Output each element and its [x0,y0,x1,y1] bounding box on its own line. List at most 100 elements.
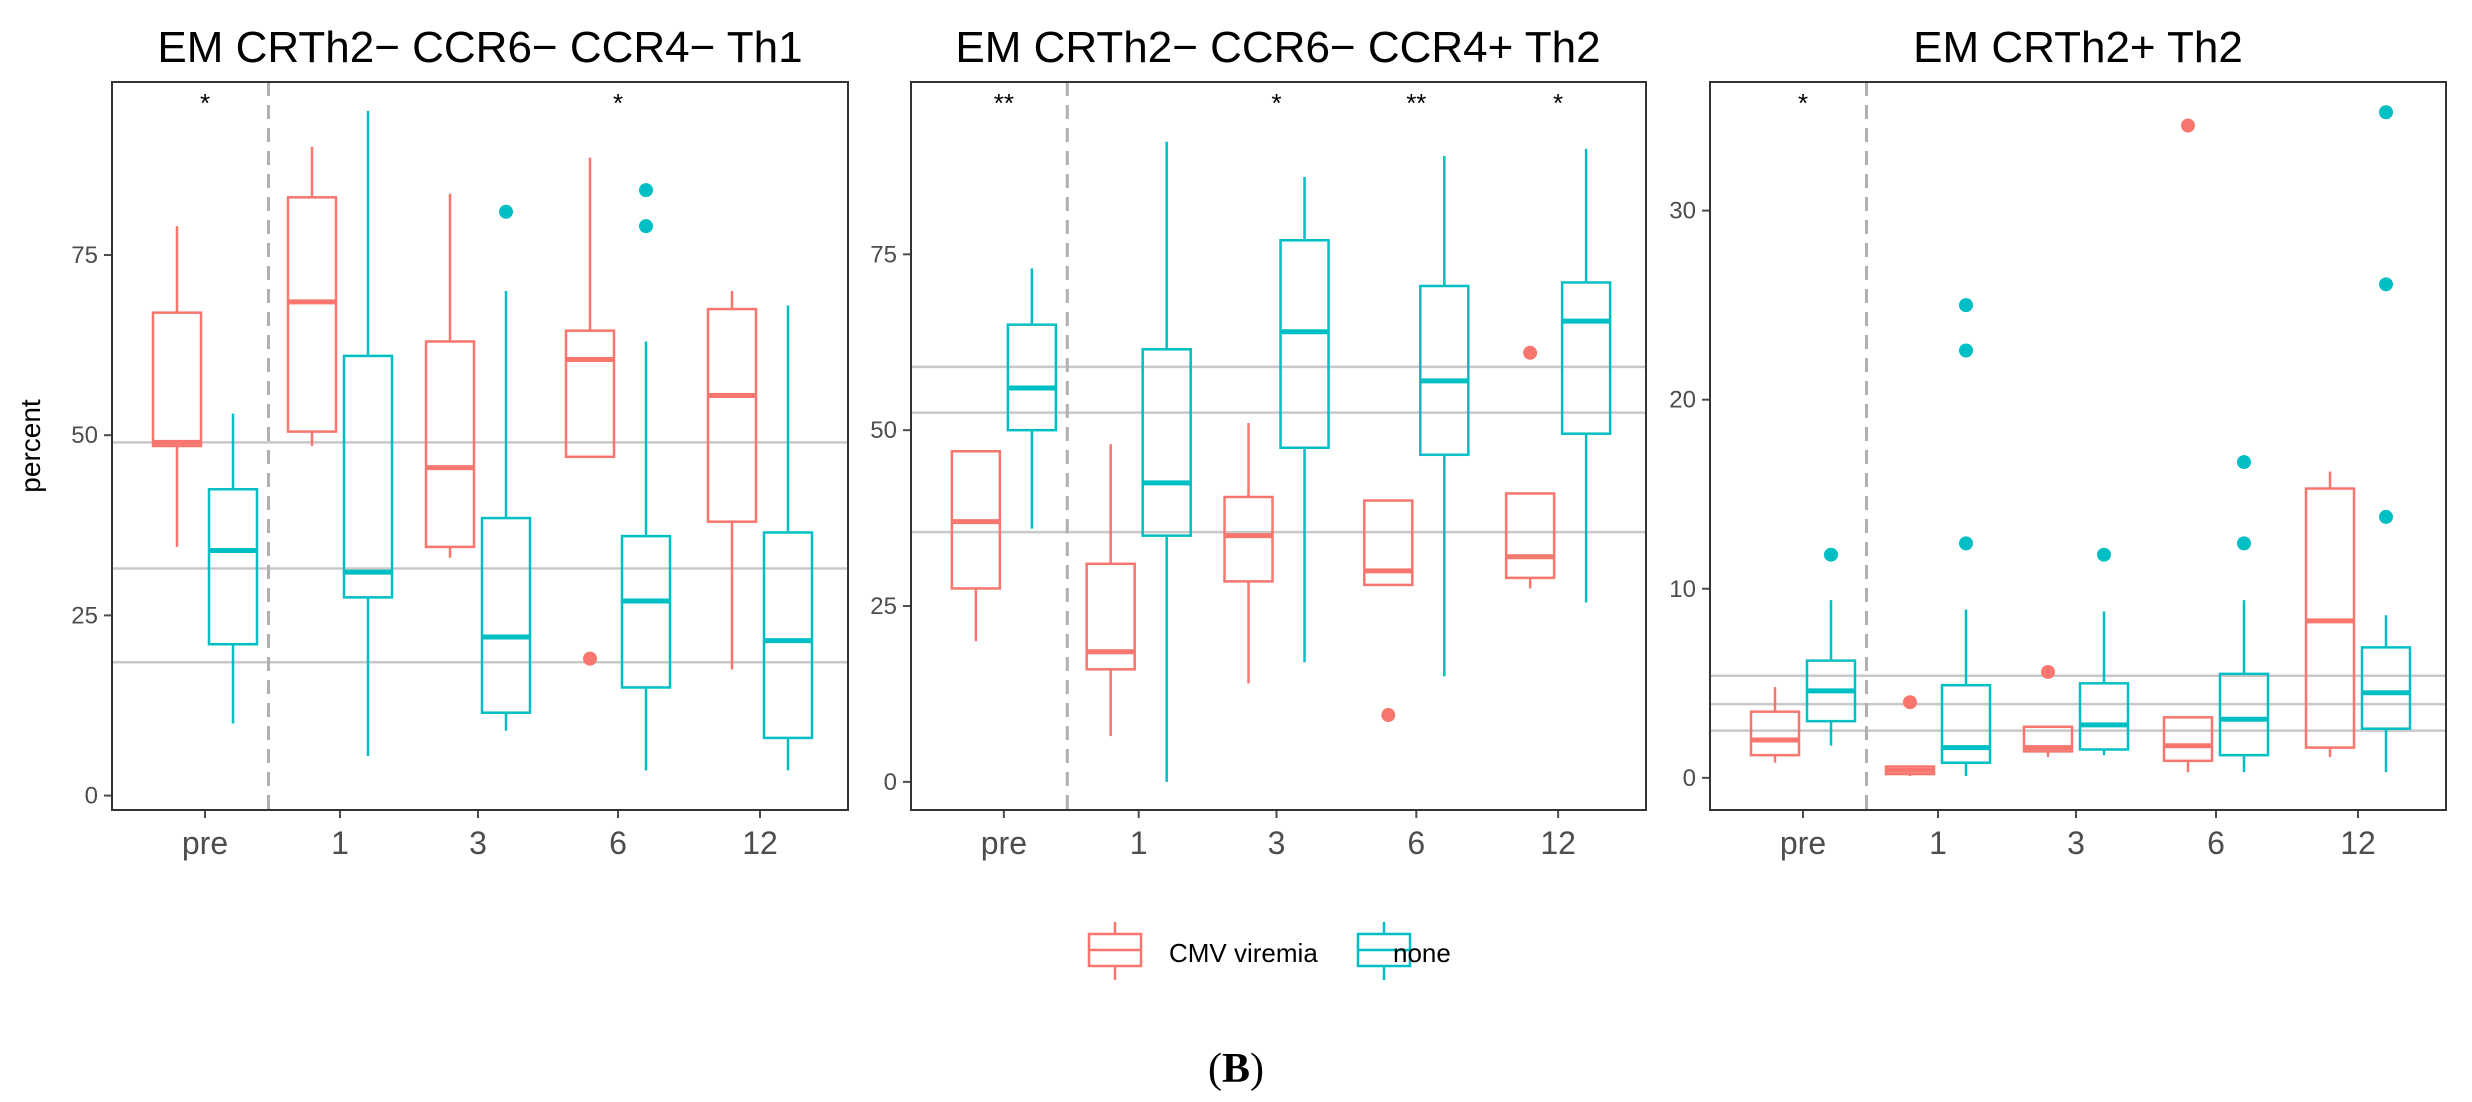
box-body [342,354,394,599]
outlier-point [1959,298,1973,313]
significance-label: ** [994,88,1014,118]
x-tick-label: 3 [1268,825,1286,861]
box-body [207,487,259,646]
box-cmv-viremia-12 [1504,345,1556,589]
box-body [620,534,672,689]
box-body [706,307,758,523]
significance-label: * [1553,88,1563,118]
outlier-point [2181,118,2195,133]
legend-key-cmv-viremia [1087,922,1143,980]
y-tick-label: 20 [1669,387,1696,414]
outlier-point [2379,509,2393,524]
box-none-12 [1560,148,1612,603]
y-tick-label: 30 [1669,198,1696,225]
panel-border [1709,81,2447,811]
panel-title: EM CRTh2− CCR6− CCR4− Th1 [157,23,802,72]
outlier-point [499,204,513,219]
box-none-1 [1940,298,1992,776]
box-cmv-viremia-3 [424,193,476,558]
box-none-1 [342,110,394,756]
box-body [1141,348,1192,537]
significance-label: * [200,88,210,118]
box-cmv-viremia-6 [2162,118,2214,773]
y-axis-label: percent [15,399,46,493]
x-tick-label: 6 [1407,825,1425,861]
y-tick-label: 50 [870,417,897,444]
significance-label: * [1271,88,1281,118]
box-cmv-viremia-1 [1085,444,1136,737]
x-tick-label: 12 [2340,825,2376,861]
box-body [2360,646,2412,730]
y-tick-label: 75 [71,242,98,269]
x-tick-label: 12 [742,825,778,861]
box-cmv-viremia-pre [950,450,1002,642]
box-body [1223,495,1274,583]
caption-label: B [1222,1046,1250,1092]
panel-1: EM CRTh2− CCR6− CCR4− Th1 0 25 50 75 pre 1 3 6 12… [15,23,849,861]
y-tick-label: 25 [870,593,897,620]
caption-close: ) [1250,1046,1264,1092]
box-body [2162,716,2214,763]
outlier-point [639,183,653,198]
y-tick-label: 10 [1669,576,1696,603]
y-tick-label: 50 [71,422,98,449]
x-tick-label: pre [1780,825,1826,861]
box-body [151,311,203,448]
box-body [2218,672,2270,757]
x-tick-label: pre [182,825,228,861]
figure-caption: (B) [1208,1046,1264,1092]
y-tick-label: 25 [71,602,98,629]
box-body [1940,683,1992,764]
significance-label: * [613,88,623,118]
box-body [286,196,338,433]
panel-border [111,81,849,811]
box-body [2022,725,2074,753]
y-tick-label: 0 [1683,765,1696,792]
x-tick-label: 6 [609,825,627,861]
legend-label-none: none [1393,938,1451,968]
outlier-point [583,651,597,666]
significance-label: * [1798,88,1808,118]
box-body [2304,487,2356,749]
outlier-point [2237,455,2251,470]
box-cmv-viremia-pre [151,226,203,547]
panel-border [910,81,1647,811]
outlier-point [1824,547,1838,562]
box-none-3 [2078,547,2130,756]
box-body [1419,284,1470,457]
box-body [1085,562,1136,671]
x-tick-label: 1 [1929,825,1947,861]
caption-open: ( [1208,1046,1222,1092]
box-body [1749,710,1801,757]
x-tick-label: 1 [1130,825,1148,861]
box-body [2078,682,2130,751]
x-tick-label: 12 [1540,825,1576,861]
box-cmv-viremia-3 [1223,423,1274,684]
panel-3: EM CRTh2+ Th2 0 10 20 30 pre 1 3 6 12 * [1669,23,2447,861]
panel-title: EM CRTh2+ Th2 [1913,23,2243,72]
panel-title: EM CRTh2− CCR6− CCR4+ Th2 [955,23,1600,72]
box-body [1006,323,1058,432]
box-body [1504,492,1556,580]
box-cmv-viremia-pre [1749,687,1801,763]
outlier-point [2379,277,2393,292]
panel-2: EM CRTh2− CCR6− CCR4+ Th2 0 25 50 75 pre 1 3 6 12… [870,23,1647,861]
box-none-3 [1279,176,1330,663]
box-none-6 [2218,455,2270,773]
box-none-pre [1006,268,1058,529]
box-none-pre [207,413,259,724]
box-none-3 [480,204,532,731]
box-cmv-viremia-3 [2022,664,2074,758]
x-tick-label: pre [981,825,1027,861]
box-cmv-viremia-1 [286,146,338,446]
outlier-point [2237,536,2251,551]
box-none-6 [620,183,672,771]
outlier-point [1959,343,1973,358]
outlier-point [639,219,653,234]
y-tick-label: 0 [85,783,98,810]
outlier-point [1903,695,1917,710]
box-body [762,531,814,740]
box-body [564,329,616,459]
box-cmv-viremia-1 [1884,695,1936,776]
